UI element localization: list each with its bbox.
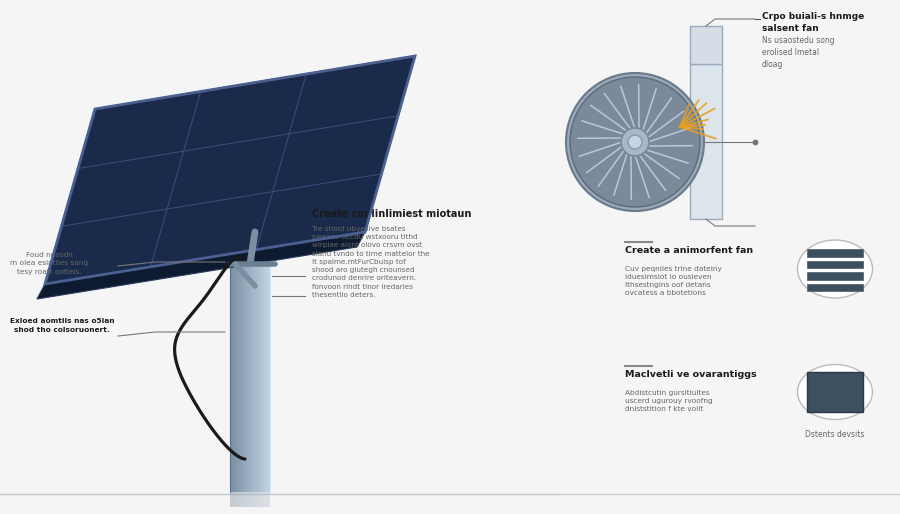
Bar: [807, 284, 863, 291]
Bar: [254, 492, 256, 507]
Text: Maclvetli ve ovarantiggs: Maclvetli ve ovarantiggs: [625, 370, 757, 379]
Polygon shape: [37, 232, 365, 299]
Bar: [263, 264, 264, 492]
Bar: [252, 264, 253, 492]
Text: Dstents devsits: Dstents devsits: [806, 430, 865, 439]
Bar: [268, 492, 270, 507]
Bar: [237, 264, 238, 492]
Bar: [268, 264, 269, 492]
Bar: [807, 372, 863, 412]
Bar: [233, 264, 234, 492]
Bar: [807, 272, 863, 280]
Bar: [265, 264, 266, 492]
Bar: [266, 264, 267, 492]
Text: Create a animorfent fan: Create a animorfent fan: [625, 246, 753, 255]
Text: Create conlinlimiest miotaun: Create conlinlimiest miotaun: [312, 209, 472, 219]
Bar: [236, 492, 238, 507]
Polygon shape: [45, 56, 415, 284]
Bar: [238, 492, 240, 507]
Bar: [690, 26, 722, 64]
Bar: [250, 492, 252, 507]
Bar: [256, 264, 257, 492]
Bar: [244, 492, 246, 507]
Bar: [258, 492, 260, 507]
Circle shape: [621, 128, 649, 156]
Bar: [259, 264, 260, 492]
Text: Exloed aomtils nas o5lan
shod tho colsoruonert.: Exloed aomtils nas o5lan shod tho colsor…: [10, 318, 114, 333]
Circle shape: [628, 135, 642, 149]
Text: Tre stiold ubveliive bsates
sweace oecdu wstxooru tithd
wirplae alont olovo crsv: Tre stiold ubveliive bsates sweace oecdu…: [312, 226, 429, 298]
Bar: [252, 492, 254, 507]
Bar: [240, 264, 241, 492]
Bar: [234, 492, 236, 507]
Text: Ns usaostedu song
erolised lmetal
dloag: Ns usaostedu song erolised lmetal dloag: [762, 36, 834, 68]
Bar: [256, 492, 258, 507]
Bar: [245, 264, 246, 492]
Text: Crpo buiali-s hnmge
salsent fan: Crpo buiali-s hnmge salsent fan: [762, 12, 864, 33]
Bar: [807, 261, 863, 268]
Bar: [246, 492, 248, 507]
Bar: [238, 264, 239, 492]
Bar: [235, 264, 236, 492]
Bar: [234, 264, 235, 492]
Bar: [255, 264, 256, 492]
Point: [748, 138, 762, 146]
Circle shape: [570, 77, 700, 207]
Bar: [239, 264, 240, 492]
Bar: [261, 264, 262, 492]
Bar: [260, 492, 262, 507]
Bar: [250, 264, 251, 492]
Text: Cuv peqniies trine dateiny
lduesimsiot io ousleven
ithsestngins oof detans
ovcat: Cuv peqniies trine dateiny lduesimsiot i…: [625, 266, 722, 296]
Bar: [266, 492, 268, 507]
Bar: [249, 264, 250, 492]
Bar: [244, 264, 245, 492]
Bar: [230, 264, 231, 492]
Text: Abdistcutin gursitiultes
uscerd ugurouy rvoofng
dniststition f kte volit: Abdistcutin gursitiultes uscerd ugurouy …: [625, 390, 713, 412]
Bar: [262, 264, 263, 492]
Bar: [246, 264, 247, 492]
Bar: [248, 264, 249, 492]
Bar: [264, 492, 266, 507]
Bar: [241, 264, 242, 492]
Bar: [258, 264, 259, 492]
Bar: [253, 264, 254, 492]
Bar: [251, 264, 252, 492]
Bar: [269, 264, 270, 492]
Bar: [242, 492, 244, 507]
Bar: [267, 264, 268, 492]
Circle shape: [566, 73, 704, 211]
Bar: [262, 492, 264, 507]
Bar: [247, 264, 248, 492]
Bar: [254, 264, 255, 492]
Bar: [232, 264, 233, 492]
Bar: [242, 264, 243, 492]
Bar: [231, 264, 232, 492]
Bar: [260, 264, 261, 492]
Ellipse shape: [797, 364, 872, 419]
Bar: [690, 64, 722, 219]
Bar: [257, 264, 258, 492]
Bar: [230, 492, 232, 507]
Bar: [232, 492, 234, 507]
Ellipse shape: [797, 240, 872, 298]
Bar: [243, 264, 244, 492]
Bar: [240, 492, 242, 507]
Bar: [236, 264, 237, 492]
Bar: [248, 492, 250, 507]
Text: Foud ndosdn
m olea esintlies sang
tesy roatt ootleis.: Foud ndosdn m olea esintlies sang tesy r…: [10, 252, 88, 275]
Bar: [264, 264, 265, 492]
Bar: [807, 249, 863, 256]
